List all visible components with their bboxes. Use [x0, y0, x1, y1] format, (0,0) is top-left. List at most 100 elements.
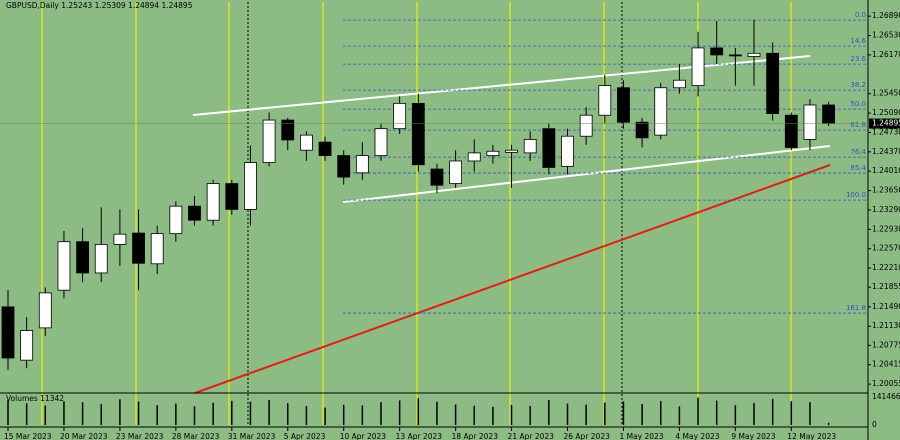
decorations: [0, 0, 869, 440]
channel-line: [192, 55, 811, 116]
candle-body: [822, 104, 835, 124]
candle-body: [281, 119, 295, 141]
volume-tick-label: 0: [872, 420, 877, 429]
candle-body: [486, 150, 500, 156]
candle-body: [728, 54, 742, 57]
candle-body: [113, 233, 127, 245]
y-tick-label: 1.26530: [872, 31, 900, 40]
y-tick-label: 1.23650: [872, 186, 900, 195]
candle-body: [132, 232, 145, 264]
x-tick-label: 15 Mar 2023: [4, 432, 52, 440]
x-tick-label: 26 Apr 2023: [564, 432, 611, 440]
x-tick-label: 4 May 2023: [675, 432, 719, 440]
candle-body: [318, 141, 332, 156]
candle-body: [523, 139, 537, 154]
volume-title: Volumes 11342: [6, 394, 64, 403]
y-tick-label: 1.23290: [872, 205, 900, 214]
fib-label: 100.0: [846, 191, 866, 199]
candle-body: [617, 87, 630, 123]
candle-body: [94, 244, 108, 274]
candle-body: [467, 152, 481, 162]
y-tick-label: 1.22930: [872, 224, 900, 233]
candle-body: [561, 135, 574, 167]
fib-label: 0.0: [855, 11, 866, 19]
x-tick-label: 23 Mar 2023: [116, 432, 164, 440]
fib-label: 38.2: [850, 81, 866, 89]
fib-label: 23.6: [850, 55, 866, 63]
candle-body: [355, 155, 369, 174]
fib-label: 50.0: [850, 100, 866, 108]
fib-label: 76.4: [850, 148, 866, 156]
y-tick-label: 1.22570: [872, 244, 900, 253]
x-tick-label: 9 May 2023: [731, 432, 775, 440]
x-tick-label: 10 Apr 2023: [340, 432, 387, 440]
y-tick-label: 1.20415: [872, 360, 900, 369]
candle-body: [225, 183, 239, 210]
candle-body: [244, 162, 257, 210]
candle-body: [169, 205, 183, 235]
candle-body: [654, 87, 668, 136]
trend-line: [194, 164, 831, 394]
candle-body: [393, 102, 407, 130]
candle-body: [691, 47, 705, 86]
last-price-label: 1.24895: [872, 119, 900, 128]
x-tick-label: 5 Apr 2023: [284, 432, 326, 440]
fib-label: 161.8: [846, 304, 866, 312]
candle-body: [76, 241, 89, 274]
candle-body: [188, 205, 201, 221]
y-tick-label: 1.20775: [872, 340, 900, 349]
y-tick-label: 1.25090: [872, 108, 900, 117]
candle-body: [784, 114, 798, 148]
candle-body: [710, 47, 724, 56]
channel-line: [342, 145, 831, 203]
x-tick-label: 13 Apr 2023: [396, 432, 443, 440]
candle-body: [150, 233, 164, 265]
x-tick-label: 18 Apr 2023: [452, 432, 499, 440]
last-price-box: [869, 118, 900, 129]
candle-body: [206, 183, 220, 221]
volume-tick-label: 141466: [872, 392, 900, 401]
x-tick-label: 28 Mar 2023: [172, 432, 220, 440]
y-tick-label: 1.21855: [872, 282, 900, 291]
y-tick-label: 1.20055: [872, 379, 900, 388]
x-tick-label: 21 Apr 2023: [508, 432, 555, 440]
y-tick-label: 1.22210: [872, 263, 900, 272]
candle-body: [430, 168, 444, 186]
candle-body: [542, 128, 556, 168]
y-tick-label: 1.26890: [872, 11, 900, 20]
y-tick-label: 1.24010: [872, 166, 900, 175]
candle-body: [1, 306, 15, 359]
fib-label: 61.8: [850, 121, 866, 129]
y-tick-label: 1.26170: [872, 50, 900, 59]
y-tick-label: 1.21490: [872, 302, 900, 311]
candle-body: [766, 52, 780, 114]
candle-body: [374, 128, 388, 156]
chart-title: GBPUSD,Daily 1.25243 1.25309 1.24894 1.2…: [6, 1, 193, 10]
candle-body: [635, 121, 649, 139]
candle-body: [337, 155, 351, 178]
candle-body: [803, 104, 817, 140]
candle-body: [20, 330, 34, 361]
candle-body: [747, 52, 761, 57]
fib-label: 85.4: [850, 164, 866, 172]
candle-body: [598, 85, 612, 116]
candle-body: [505, 149, 518, 153]
x-tick-label: 12 May 2023: [787, 432, 836, 440]
y-tick-label: 1.24370: [872, 147, 900, 156]
y-tick-label: 1.25450: [872, 89, 900, 98]
y-tick-label: 1.24730: [872, 127, 900, 136]
candle-body: [299, 134, 313, 151]
candle-body: [57, 241, 71, 291]
x-tick-label: 31 Mar 2023: [228, 432, 276, 440]
x-tick-label: 20 Mar 2023: [60, 432, 108, 440]
candle-body: [38, 292, 52, 329]
x-tick-label: 1 May 2023: [619, 432, 663, 440]
candle-body: [411, 102, 425, 166]
y-tick-label: 1.21130: [872, 321, 900, 330]
fib-label: 14.6: [850, 37, 866, 45]
candle-body: [449, 160, 463, 184]
candle-body: [262, 119, 276, 163]
candle-body: [673, 79, 686, 89]
